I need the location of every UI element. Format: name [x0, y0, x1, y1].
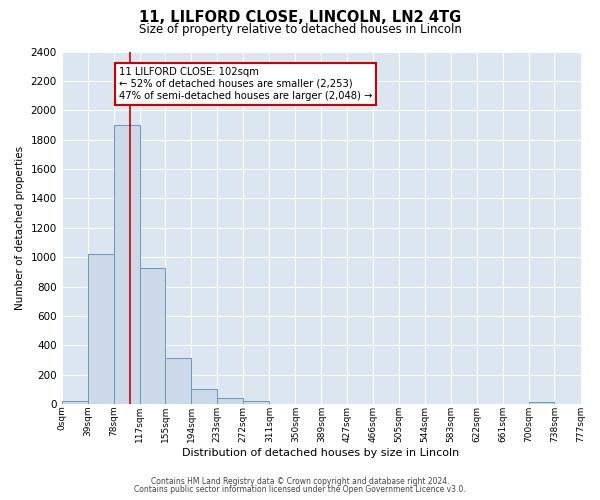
Bar — [62, 401, 88, 404]
Bar — [217, 398, 243, 404]
Y-axis label: Number of detached properties: Number of detached properties — [15, 146, 25, 310]
Bar — [140, 268, 165, 404]
Text: Contains HM Land Registry data © Crown copyright and database right 2024.: Contains HM Land Registry data © Crown c… — [151, 477, 449, 486]
Bar — [243, 401, 269, 404]
Bar — [191, 390, 217, 404]
Text: Contains public sector information licensed under the Open Government Licence v3: Contains public sector information licen… — [134, 485, 466, 494]
Bar — [529, 402, 554, 404]
Bar — [114, 125, 140, 404]
Bar — [88, 254, 114, 404]
Text: 11 LILFORD CLOSE: 102sqm
← 52% of detached houses are smaller (2,253)
47% of sem: 11 LILFORD CLOSE: 102sqm ← 52% of detach… — [119, 68, 372, 100]
Bar — [165, 358, 191, 404]
Text: Size of property relative to detached houses in Lincoln: Size of property relative to detached ho… — [139, 22, 461, 36]
X-axis label: Distribution of detached houses by size in Lincoln: Distribution of detached houses by size … — [182, 448, 460, 458]
Text: 11, LILFORD CLOSE, LINCOLN, LN2 4TG: 11, LILFORD CLOSE, LINCOLN, LN2 4TG — [139, 10, 461, 25]
